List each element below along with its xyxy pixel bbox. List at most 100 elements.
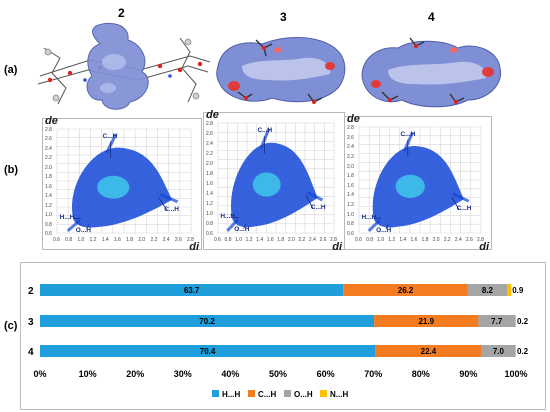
fingerprint-annotation-ch2: C...H: [310, 204, 326, 212]
fingerprint-x-tick: 1.4: [101, 237, 109, 243]
fingerprint-y-tick: 1.6: [45, 183, 52, 190]
data-label-hh-4: 70.4: [200, 347, 216, 356]
bar-segment-oh-2: [467, 284, 507, 296]
legend-label-ch: C...H: [258, 390, 276, 399]
bar-segment-ch-3: [374, 315, 479, 327]
fingerprint-y-tick: 2.0: [45, 164, 52, 171]
data-label-nh-3: 0.2: [517, 317, 529, 326]
compound-label-2: 2: [118, 6, 125, 20]
fingerprint-y-axis-label: de: [45, 115, 58, 127]
bar-segment-hh-4: [40, 345, 376, 357]
fingerprint-annotation-ch: C...H: [257, 127, 273, 135]
x-tick-label: 10%: [79, 369, 97, 379]
fingerprint-y-axis-label: de: [347, 113, 360, 125]
fingerprint-density-core: [252, 172, 281, 197]
fingerprint-y-tick: 2.4: [347, 144, 354, 151]
fingerprint-x-tick: 2.6: [465, 237, 473, 243]
fingerprint-x-axis-label: di: [479, 241, 489, 253]
fingerprint-annotation-ch: C...H: [102, 133, 118, 141]
x-tick-label: 90%: [459, 369, 477, 379]
fingerprint-x-tick: 1.2: [89, 237, 97, 243]
fingerprint-y-tick: 1.0: [206, 211, 213, 217]
fingerprint-x-tick: 2.0: [138, 237, 146, 243]
fingerprint-y-tick: 1.0: [347, 211, 354, 218]
fingerprint-x-tick: 2.0: [287, 237, 295, 243]
fingerprint-y-tick: 1.0: [45, 212, 52, 219]
fingerprint-plot-4: de di 0.6 0.8 1.0 1.2 1.4 1.6 1.8 2.0 2.2 2.4 2.6 2.8…: [344, 113, 492, 253]
bar-segment-nh-4: [515, 345, 516, 357]
legend-label-hh: H...H: [222, 390, 240, 399]
compound-label-4: 4: [428, 10, 435, 24]
panel-label-c: (c): [4, 320, 18, 332]
fingerprint-density-core: [395, 174, 425, 199]
fingerprint-y-tick: 1.8: [347, 173, 354, 180]
category-label-4: 4: [28, 347, 34, 358]
data-label-hh-2: 63.7: [184, 286, 200, 295]
fingerprint-y-tick: 0.6: [45, 231, 52, 237]
fingerprint-x-axis-label: di: [332, 241, 342, 253]
bar-segment-nh-2: [506, 284, 512, 296]
category-label-3: 3: [28, 317, 34, 328]
fingerprint-y-tick: 2.6: [206, 131, 213, 137]
fingerprint-y-tick: 1.4: [347, 192, 354, 199]
fingerprint-y-tick: 1.4: [206, 191, 213, 197]
category-label-2: 2: [28, 286, 34, 297]
legend-swatch-hh: [212, 390, 219, 397]
fingerprint-plot-3: de di 0.6 0.8 1.0 1.2 1.4 1.6 1.8 2.0 2.2 2.4 2.6 2.8…: [203, 109, 345, 253]
x-tick-label: 40%: [221, 369, 239, 379]
bar-segment-ch-4: [375, 345, 482, 357]
data-label-nh-2: 0.9: [512, 286, 524, 295]
fingerprint-x-tick: 2.8: [330, 237, 337, 243]
fingerprint-plot-area: [358, 126, 482, 234]
fingerprint-y-tick: 1.8: [206, 171, 213, 177]
fingerprint-y-tick: 1.2: [347, 202, 354, 209]
fingerprint-y-tick: 2.2: [206, 151, 213, 157]
fingerprint-x-tick: 0.8: [366, 237, 374, 243]
bar-segment-hh-3: [40, 315, 375, 327]
fingerprint-y-tick: 1.2: [206, 201, 213, 207]
fingerprint-x-tick: 2.4: [308, 237, 316, 243]
legend-label-oh: O...H: [294, 390, 313, 399]
fingerprint-x-axis-label: di: [189, 241, 199, 253]
fingerprint-x-tick: 2.0: [432, 237, 440, 243]
fingerprint-x-tick: 1.0: [377, 237, 385, 243]
fingerprint-x-tick: 2.2: [298, 237, 306, 243]
data-label-hh-3: 70.2: [199, 317, 215, 326]
data-label-oh-3: 7.7: [491, 317, 503, 326]
fingerprint-x-tick: 1.2: [245, 237, 253, 243]
fingerprint-x-tick: 2.8: [187, 237, 194, 243]
fingerprint-x-tick: 2.2: [443, 237, 451, 243]
fingerprint-y-tick: 2.8: [206, 121, 213, 127]
fingerprint-x-tick: 1.8: [126, 237, 134, 243]
hirshfeld-surface-4: [361, 37, 502, 108]
fingerprint-y-tick: 2.6: [45, 136, 52, 143]
data-label-ch-3: 21.9: [418, 317, 434, 326]
fingerprint-annotation-hh: H...H: [59, 214, 75, 222]
fingerprint-x-tick: 0.8: [65, 237, 73, 243]
fingerprint-y-axis-label: de: [206, 109, 219, 121]
fingerprint-y-tick: 2.6: [347, 134, 354, 141]
fingerprint-y-tick: 2.2: [347, 153, 354, 160]
legend-swatch-ch: [248, 390, 255, 397]
x-tick-label: 100%: [504, 369, 527, 379]
crystal-packing-image-2: [37, 22, 211, 110]
fingerprint-y-tick: 2.0: [206, 161, 213, 167]
panel-label-a: (a): [4, 64, 18, 76]
x-tick-label: 80%: [412, 369, 430, 379]
x-tick-label: 60%: [317, 369, 335, 379]
fingerprint-y-tick: 2.2: [45, 155, 52, 162]
fingerprint-x-tick: 2.6: [319, 237, 327, 243]
fingerprint-y-tick: 1.6: [206, 181, 213, 187]
fingerprint-x-tick: 2.8: [477, 237, 484, 243]
fingerprint-x-tick: 1.6: [410, 237, 418, 243]
data-label-oh-4: 7.0: [493, 347, 505, 356]
x-tick-label: 30%: [174, 369, 192, 379]
fingerprint-x-tick: 0.6: [355, 237, 362, 243]
fingerprint-x-tick: 1.6: [113, 237, 121, 243]
fingerprint-y-tick: 0.8: [206, 221, 213, 227]
bar-segment-oh-3: [478, 315, 516, 327]
fingerprint-x-tick: 0.8: [224, 237, 232, 243]
fingerprint-x-tick: 2.2: [150, 237, 158, 243]
fingerprint-annotation-ch: C...H: [400, 131, 416, 139]
x-tick-label: 20%: [126, 369, 144, 379]
